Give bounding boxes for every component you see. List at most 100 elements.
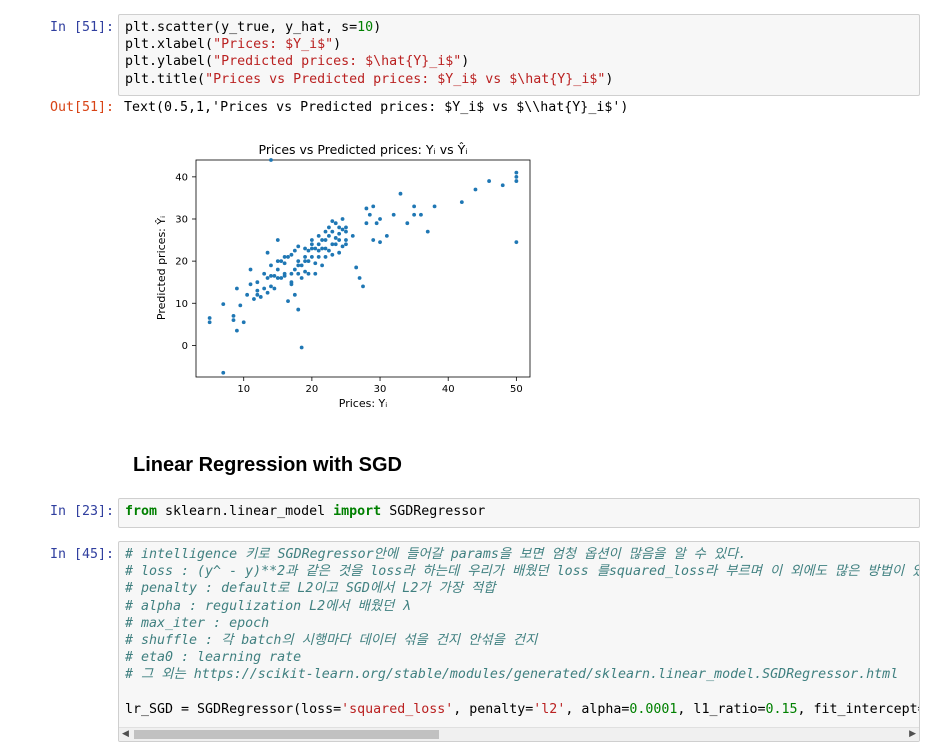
y-tick-label: 10 — [175, 299, 188, 310]
scatter-point — [265, 290, 270, 295]
code-token: lr_SGD = SGDRegressor(loss= — [125, 701, 342, 717]
x-tick-label: 20 — [306, 384, 319, 395]
code-token: plt.xlabel( — [125, 37, 214, 53]
code-line: plt.xlabel("Prices: $Y_i$") — [125, 36, 913, 53]
scatter-point — [384, 233, 389, 238]
scatter-point — [323, 238, 328, 242]
scatter-point — [292, 292, 297, 297]
x-tick-label: 10 — [237, 384, 250, 395]
scatter-point — [231, 314, 236, 318]
scatter-point — [299, 345, 304, 350]
code-editor[interactable]: # intelligence 키로 SGDRegressor안에 들어갈 par… — [119, 542, 919, 722]
code-token: plt.scatter(y_true, y_hat, s= — [125, 20, 358, 35]
scatter-point — [207, 320, 212, 325]
scatter-point — [289, 271, 294, 276]
code-cell-51[interactable]: plt.scatter(y_true, y_hat, s=10) plt.xlab… — [118, 14, 920, 96]
code-token: # intelligence 키로 SGDRegressor안에 들어갈 par… — [125, 547, 747, 562]
scatter-point — [303, 269, 307, 274]
scatter-point — [316, 242, 321, 247]
scatter-point — [371, 204, 376, 209]
scatter-point — [337, 225, 342, 230]
code-token: , penalty= — [453, 701, 534, 717]
scatter-point — [255, 292, 260, 297]
code-cell-45[interactable]: # intelligence 키로 SGDRegressor안에 들어갈 par… — [118, 541, 920, 742]
code-line: # max_iter : epoch — [125, 615, 913, 632]
scatter-point — [344, 229, 348, 234]
scatter-point — [269, 273, 273, 278]
scatter-point — [303, 246, 307, 251]
y-tick-label: 30 — [175, 214, 188, 225]
scatter-point — [514, 179, 519, 183]
code-token: , alpha= — [565, 701, 630, 717]
scroll-right-icon[interactable]: ▶ — [909, 729, 916, 739]
code-token: SGDRegressor — [381, 504, 486, 519]
code-token: import — [333, 504, 382, 519]
chart-title: Prices vs Predicted prices: Yᵢ vs Ŷᵢ — [259, 142, 468, 157]
scatter-point — [316, 255, 321, 259]
scatter-point — [500, 183, 505, 188]
code-editor[interactable]: from sklearn.linear_model import SGDRegr… — [119, 499, 919, 524]
scatter-point — [320, 246, 325, 251]
scatter-point — [432, 204, 437, 209]
scatter-point — [514, 170, 519, 175]
scatter-points — [207, 158, 519, 375]
scatter-point — [252, 297, 256, 301]
scatter-point — [337, 238, 342, 242]
output-prompt-51: Out[51]: — [49, 100, 114, 115]
scatter-point — [459, 200, 464, 205]
scatter-point — [269, 263, 273, 268]
scroll-left-icon[interactable]: ◀ — [122, 729, 129, 739]
scatter-point — [371, 238, 376, 242]
scatter-point — [296, 244, 301, 249]
scatter-point — [327, 248, 331, 253]
scatter-point — [309, 255, 314, 259]
scatter-point — [340, 227, 345, 232]
code-line: plt.scatter(y_true, y_hat, s=10) — [125, 19, 913, 36]
code-token: sklearn.linear_model — [157, 504, 334, 519]
scatter-point — [299, 276, 304, 280]
code-token: # 그 외는 https://scikit-learn.org/stable/m… — [125, 667, 899, 683]
scatter-point — [306, 248, 311, 253]
code-token: ) — [333, 37, 342, 53]
code-token: "Prices vs Predicted prices: $Y_i$ vs $\… — [205, 71, 606, 87]
code-token: # shuffle : 각 batch의 시행마다 데이터 섞을 건지 안섞을 … — [125, 633, 538, 649]
scatter-point — [279, 259, 284, 264]
scatter-point — [306, 259, 311, 264]
code-cell-23[interactable]: from sklearn.linear_model import SGDRegr… — [118, 498, 920, 528]
code-token: from — [125, 504, 158, 519]
scatter-point — [364, 221, 369, 226]
scatter-point — [262, 286, 267, 291]
scatter-point — [350, 233, 355, 238]
cell-prompt-51: In [51]: — [49, 20, 114, 35]
scatter-point — [320, 238, 325, 242]
code-token: "Prices: $Y_i$" — [213, 37, 334, 53]
code-line: # 그 외는 https://scikit-learn.org/stable/m… — [125, 666, 913, 683]
scatter-point — [275, 238, 280, 242]
scatter-point — [234, 328, 239, 333]
scatter-point — [323, 255, 328, 259]
scatter-point — [344, 242, 348, 247]
scatter-point — [238, 303, 243, 308]
scatter-chart: Prices vs Predicted prices: Yᵢ vs Ŷᵢ 10 2… — [155, 142, 531, 410]
code-line — [125, 684, 913, 701]
code-line: plt.ylabel("Predicted prices: $\hat{Y}_i… — [125, 53, 913, 70]
code-editor[interactable]: plt.scatter(y_true, y_hat, s=10) plt.xlab… — [119, 15, 919, 92]
plot-area — [195, 159, 531, 378]
x-tick-label: 30 — [374, 384, 387, 395]
horizontal-scrollbar[interactable]: ◀ ▶ — [119, 727, 919, 741]
output-text: Text(0.5,1,'Prices vs Predicted prices: … — [124, 100, 629, 115]
code-line: # intelligence 키로 SGDRegressor안에 들어갈 par… — [125, 546, 913, 563]
scatter-point — [425, 229, 430, 234]
cell-prompt-45: In [45]: — [49, 547, 114, 562]
scatter-point — [340, 244, 345, 249]
scatter-point — [245, 292, 250, 297]
scatter-point — [286, 299, 290, 304]
scatter-point — [340, 217, 345, 221]
scatter-point — [299, 263, 304, 268]
scatter-point — [234, 286, 239, 291]
scatter-point — [279, 276, 284, 280]
scatter-point — [333, 236, 338, 240]
scrollbar-thumb[interactable] — [134, 730, 439, 739]
scatter-point — [313, 271, 318, 276]
scatter-point — [265, 250, 270, 255]
